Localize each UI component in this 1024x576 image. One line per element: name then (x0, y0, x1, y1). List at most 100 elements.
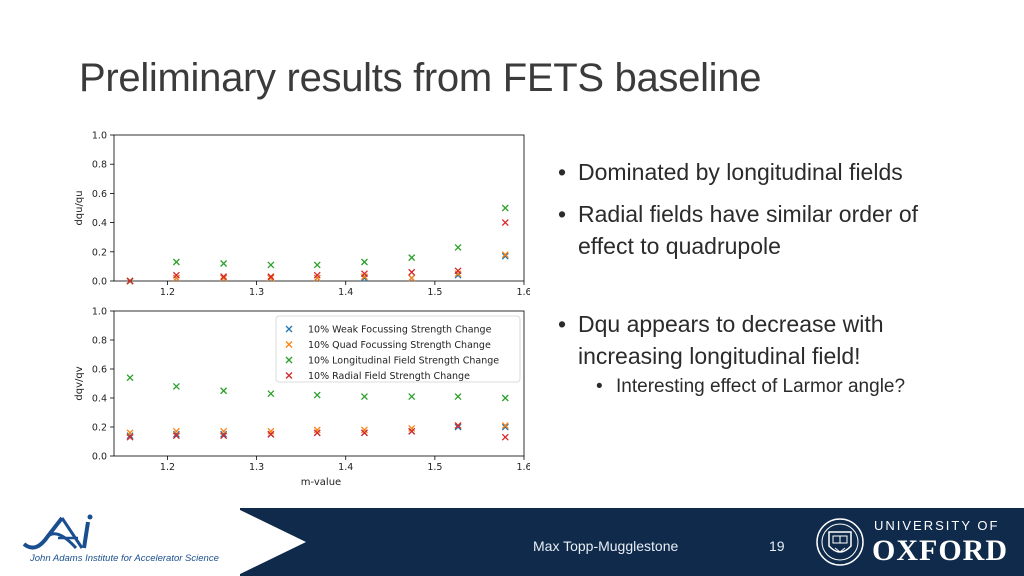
top-plot-frame (113, 134, 525, 282)
top-point-1 (454, 270, 462, 278)
bottom-point-3 (220, 432, 228, 440)
top-point-0 (501, 252, 509, 260)
top-point-2 (454, 243, 462, 251)
bottom-point-3 (126, 433, 134, 441)
bottom-point-2 (408, 393, 416, 401)
top-point-1 (408, 274, 416, 282)
bottom-point-0 (454, 423, 462, 431)
bottom-point-1 (408, 424, 416, 432)
bottom-point-3 (172, 432, 180, 440)
top-point-2 (360, 258, 368, 266)
legend-label-3: 10% Radial Field Strength Change (308, 371, 470, 382)
bottom-ytick-label: 0.6 (92, 365, 107, 376)
top-point-2 (267, 261, 275, 269)
top-point-3 (408, 268, 416, 276)
top-point-2 (408, 254, 416, 262)
top-point-1 (267, 274, 275, 282)
legend-label-2: 10% Longitudinal Field Strength Change (308, 356, 499, 367)
legend-marker-0 (285, 325, 293, 333)
jai-logo-icon (22, 514, 93, 550)
bottom-point-2 (220, 387, 228, 395)
bottom-point-2 (360, 393, 368, 401)
top-ytick-label: 1.0 (92, 131, 107, 142)
bullet-list: Dominated by longitudinal fields Radial … (558, 156, 978, 419)
bottom-ytick-label: 0.0 (92, 452, 107, 463)
top-point-1 (220, 274, 228, 282)
bottom-xtick-label: 1.5 (427, 462, 442, 473)
bullet-radial: Radial fields have similar order of effe… (558, 198, 978, 262)
bottom-point-1 (267, 427, 275, 435)
top-xtick-label: 1.3 (249, 287, 264, 298)
top-ytick-label: 0.8 (92, 160, 107, 171)
bottom-point-3 (501, 433, 509, 441)
bottom-point-3 (313, 429, 321, 437)
bullet-dqu: Dqu appears to decrease with increasing … (558, 308, 978, 372)
bottom-xtick-label: 1.6 (516, 462, 530, 473)
bottom-point-3 (267, 430, 275, 438)
top-point-1 (172, 274, 180, 282)
top-point-1 (313, 274, 321, 282)
oxford-crest-icon (816, 518, 864, 566)
top-point-3 (126, 277, 134, 285)
bottom-point-0 (126, 432, 134, 440)
bottom-point-0 (172, 430, 180, 438)
bottom-point-2 (172, 382, 180, 390)
legend-marker-1 (285, 341, 293, 348)
top-xtick-label: 1.4 (338, 287, 353, 298)
top-point-3 (360, 270, 368, 278)
bottom-point-1 (313, 426, 321, 434)
bottom-point-2 (454, 393, 462, 401)
top-point-3 (267, 273, 275, 281)
top-point-2 (313, 261, 321, 269)
top-point-3 (220, 273, 228, 281)
bottom-point-2 (267, 390, 275, 398)
top-point-2 (172, 258, 180, 266)
top-point-1 (360, 273, 368, 281)
presenter-name: Max Topp-Mugglestone (533, 538, 679, 554)
bottom-ytick-label: 0.2 (92, 423, 107, 434)
top-point-3 (313, 271, 321, 279)
legend-label-1: 10% Quad Focussing Strength Change (308, 340, 491, 351)
bottom-point-2 (126, 374, 134, 382)
footer-band (240, 508, 1024, 576)
bottom-point-1 (501, 422, 509, 430)
bottom-point-0 (220, 430, 228, 438)
top-point-1 (501, 251, 509, 259)
top-point-3 (501, 219, 509, 227)
bottom-point-3 (454, 422, 462, 430)
scatter-plots: 0.0 0.2 0.4 0.6 0.8 1.0 1.2 1.3 1.4 1.5 1.6 dqu/qu 0… (74, 131, 530, 489)
bottom-xlabel: m-value (301, 477, 341, 488)
top-point-2 (501, 204, 509, 212)
slide-title: Preliminary results from FETS baseline (79, 56, 762, 100)
legend-marker-3 (285, 372, 293, 379)
top-xtick-label: 1.2 (160, 287, 175, 298)
top-ylabel: dqu/qu (74, 190, 85, 225)
legend-marker-2 (285, 356, 293, 364)
bottom-point-3 (408, 427, 416, 435)
footer-chevron (236, 508, 306, 576)
bottom-point-2 (501, 394, 509, 402)
bottom-ytick-label: 1.0 (92, 307, 107, 318)
bottom-ytick-label: 0.4 (92, 394, 107, 405)
legend-box (275, 315, 521, 383)
bottom-xtick-label: 1.2 (160, 462, 175, 473)
bullet-longitudinal: Dominated by longitudinal fields (558, 156, 978, 188)
footer: John Adams Institute for Accelerator Sci… (0, 508, 1024, 576)
top-xtick-label: 1.6 (516, 287, 530, 298)
top-ytick-label: 0.6 (92, 189, 107, 200)
top-point-2 (220, 260, 228, 267)
slide-number: 19 (769, 538, 785, 554)
top-ytick-label: 0.4 (92, 218, 107, 229)
bottom-ytick-label: 0.8 (92, 336, 107, 347)
bottom-point-2 (313, 391, 321, 399)
oxford-wordmark: OXFORD (872, 534, 1008, 567)
top-xtick-label: 1.5 (427, 287, 442, 298)
bottom-ylabel: dqv/qv (74, 366, 85, 400)
top-point-3 (454, 267, 462, 275)
bottom-point-3 (360, 429, 368, 437)
top-ytick-label: 0.2 (92, 247, 107, 258)
bottom-xtick-label: 1.3 (249, 462, 264, 473)
university-label: UNIVERSITY OF (874, 518, 1000, 533)
bottom-xtick-label: 1.4 (338, 462, 353, 473)
bottom-point-0 (501, 423, 509, 431)
